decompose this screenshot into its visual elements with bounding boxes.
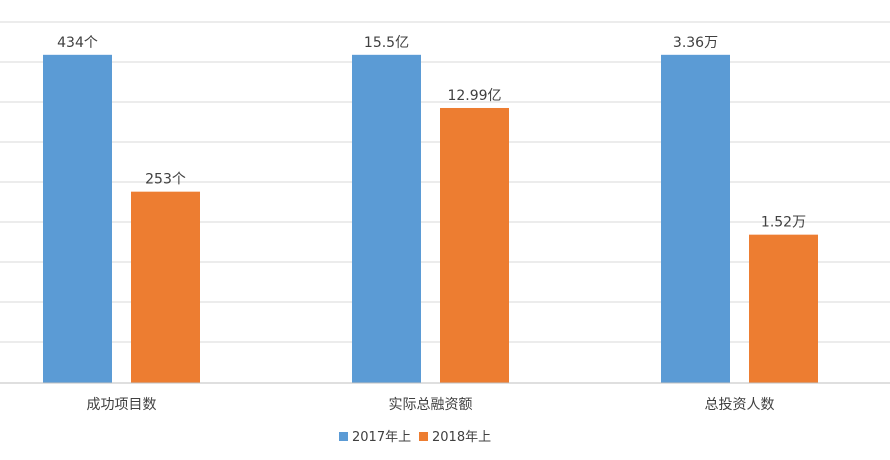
category-label: 实际总融资额: [389, 397, 473, 413]
category-labels: 成功项目数 实际总融资额 总投资人数: [87, 397, 775, 413]
category-label: 总投资人数: [705, 397, 775, 413]
data-label: 434个: [57, 35, 98, 51]
value-labels: 434个 253个 15.5亿 12.99亿 3.36万 1.52万: [57, 35, 806, 231]
legend-swatch: [339, 432, 348, 441]
legend-label: 2017年上: [352, 430, 411, 445]
bars: [43, 54, 818, 384]
bar-2018-1: [440, 107, 509, 383]
bar-2017-0: [43, 54, 112, 384]
data-label: 1.52万: [761, 215, 806, 231]
bar-2017-2: [661, 54, 730, 384]
data-label: 12.99亿: [447, 88, 501, 104]
category-label: 成功项目数: [87, 397, 157, 413]
data-label: 15.5亿: [364, 35, 409, 51]
data-label: 253个: [145, 172, 186, 188]
legend-swatch: [419, 432, 428, 441]
bar-2018-2: [749, 234, 818, 383]
data-label: 3.36万: [673, 35, 718, 51]
legend: 2017年上 2018年上: [339, 430, 491, 445]
legend-label: 2018年上: [432, 430, 491, 445]
bar-2017-1: [352, 54, 421, 384]
bar-2018-0: [131, 191, 200, 383]
